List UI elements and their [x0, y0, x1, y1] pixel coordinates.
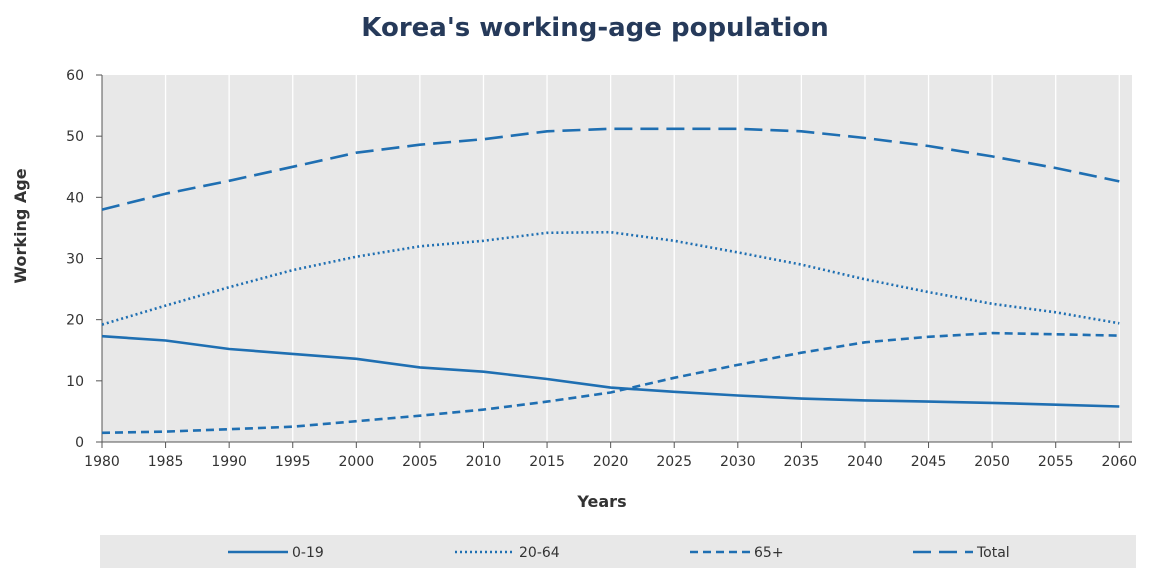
x-tick-label: 2020: [593, 454, 629, 470]
plot-background: [102, 75, 1132, 442]
y-tick-label: 0: [75, 435, 84, 451]
x-tick-label: 1985: [148, 454, 184, 470]
x-tick-label: 2055: [1038, 454, 1074, 470]
x-tick-label: 2030: [720, 454, 756, 470]
x-tick-label: 2025: [656, 454, 692, 470]
x-tick-label: 2060: [1101, 454, 1137, 470]
legend-label: 0-19: [292, 545, 324, 561]
x-tick-label: 2050: [974, 454, 1010, 470]
x-tick-label: 2005: [402, 454, 438, 470]
x-axis-label: Years: [576, 492, 626, 511]
series-line-0-19: [101, 334, 1120, 408]
x-tick-label: 1995: [275, 454, 311, 470]
y-tick-label: 10: [66, 374, 84, 390]
series-lines: [101, 127, 1120, 435]
legend-label: 20-64: [519, 545, 560, 561]
x-tick-label: 2045: [911, 454, 947, 470]
x-tick-label: 2015: [529, 454, 565, 470]
chart-title: Korea's working-age population: [361, 13, 828, 43]
y-axis-ticks: 0 10 20 30 40 50 60: [66, 68, 102, 451]
y-tick-label: 20: [66, 313, 84, 329]
x-axis-ticks: 1980 1985 1990 1995 2000 2005 2010 2015 2020 2025…: [84, 442, 1137, 470]
x-tick-label: 2010: [466, 454, 502, 470]
y-axis-label: Working Age: [11, 168, 30, 283]
gridlines: [164, 75, 1120, 442]
legend: 0-19 20-64 65+ Total: [228, 545, 1010, 561]
y-tick-label: 60: [66, 68, 84, 84]
legend-label: Total: [976, 545, 1010, 561]
x-tick-label: 2040: [847, 454, 883, 470]
series-line-Total: [101, 127, 1120, 211]
y-tick-label: 50: [66, 129, 84, 145]
x-tick-label: 1990: [211, 454, 247, 470]
legend-label: 65+: [754, 545, 784, 561]
y-tick-label: 40: [66, 190, 84, 206]
x-tick-label: 2000: [339, 454, 375, 470]
series-line-20-64: [101, 230, 1120, 326]
x-tick-label: 2035: [784, 454, 820, 470]
x-tick-label: 1980: [84, 454, 120, 470]
y-tick-label: 30: [66, 252, 84, 268]
series-line-65+: [101, 331, 1120, 435]
